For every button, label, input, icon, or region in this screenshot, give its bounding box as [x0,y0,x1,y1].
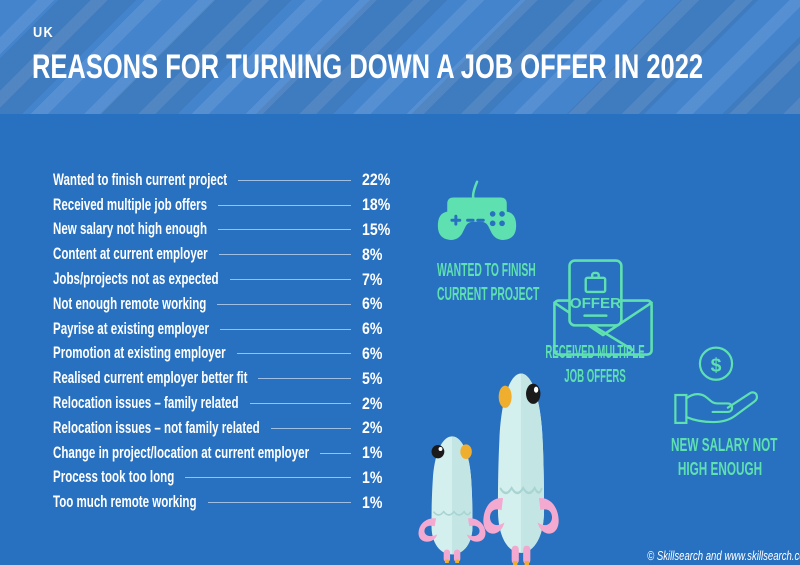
svg-text:OFFER: OFFER [570,295,621,312]
svg-text:$: $ [711,354,722,376]
